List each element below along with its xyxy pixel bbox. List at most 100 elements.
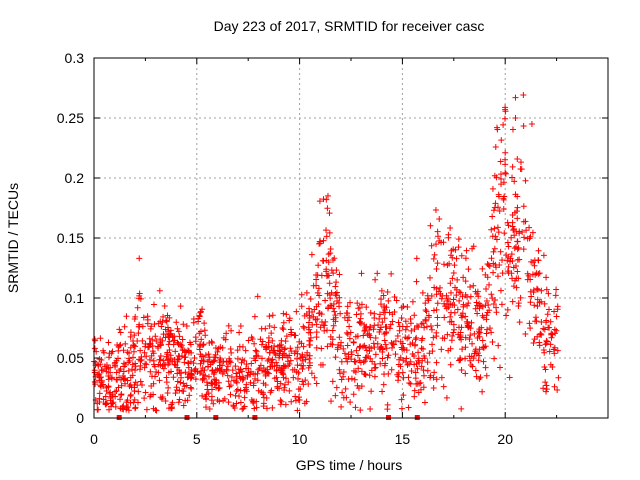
data-point [549,364,556,371]
data-point [127,329,134,336]
data-point [350,391,357,398]
data-point [357,318,364,325]
data-point [374,340,381,347]
data-point [379,355,386,362]
data-point [220,358,227,365]
data-point [496,364,503,371]
data-point [465,300,472,307]
data-point [485,262,492,269]
data-point [434,322,441,329]
data-point [333,384,340,391]
data-point [484,309,491,316]
data-point [433,285,440,292]
data-point [232,363,239,370]
data-point [284,358,291,365]
data-point [273,374,280,381]
data-point [129,354,136,361]
data-point [269,404,276,411]
data-point [418,321,425,328]
data-point [116,326,123,333]
data-point [271,324,278,331]
data-point [340,345,347,352]
data-point [132,379,139,386]
data-point [184,397,191,404]
data-point [367,309,374,316]
data-point [181,383,188,390]
data-point [147,368,154,375]
data-point [463,247,470,254]
data-point [150,350,157,357]
data-point [533,285,540,292]
data-point [146,341,153,348]
data-point [410,352,417,359]
data-point [464,302,471,309]
data-point [203,404,209,411]
data-point [411,342,418,349]
data-point [436,215,443,222]
data-point [132,405,139,412]
data-point [351,376,358,383]
data-point [136,321,143,328]
data-point [155,320,162,327]
data-point [137,357,144,364]
data-point [155,361,162,368]
data-point [344,310,351,317]
data-point [554,306,561,313]
data-point [120,375,127,382]
data-point [344,342,351,349]
data-point [379,388,386,395]
data-point [292,332,299,339]
data-point [313,329,320,336]
data-point [419,335,426,342]
data-point [324,192,331,199]
data-point [183,323,190,330]
data-point [502,149,509,156]
data-point [166,314,173,321]
data-point [198,368,205,375]
data-point [342,385,349,392]
data-point [444,297,451,304]
data-point [325,251,332,258]
data-point [411,326,418,333]
data-point [440,239,447,246]
data-point [512,115,519,121]
data-point [361,328,368,335]
data-point [433,376,440,383]
data-point [433,241,440,248]
data-point [334,298,341,305]
data-point [187,358,194,365]
data-point [460,301,467,308]
data-point [149,343,156,350]
data-point [437,284,444,291]
data-point [172,390,179,397]
data-point [136,366,143,373]
data-point [132,367,139,374]
data-point [324,205,331,212]
data-point [485,301,492,308]
data-point [219,344,226,351]
data-point [447,300,454,307]
data-point [479,303,486,310]
data-point [176,366,183,373]
data-points [91,92,562,414]
data-point [450,296,457,303]
data-point [299,353,306,360]
data-point [494,273,501,280]
data-point [161,303,168,310]
data-point [352,333,359,340]
data-point [202,332,209,339]
data-point [136,255,143,262]
data-point [368,367,375,374]
data-point [435,233,442,240]
data-point [491,225,498,232]
data-point [286,315,293,322]
data-point [425,295,432,302]
data-point [495,204,502,211]
data-point [338,403,345,410]
data-point [474,288,481,295]
data-point [249,336,256,343]
data-point [150,357,157,364]
data-point [422,300,429,307]
data-point [324,343,331,350]
data-point [506,374,513,381]
